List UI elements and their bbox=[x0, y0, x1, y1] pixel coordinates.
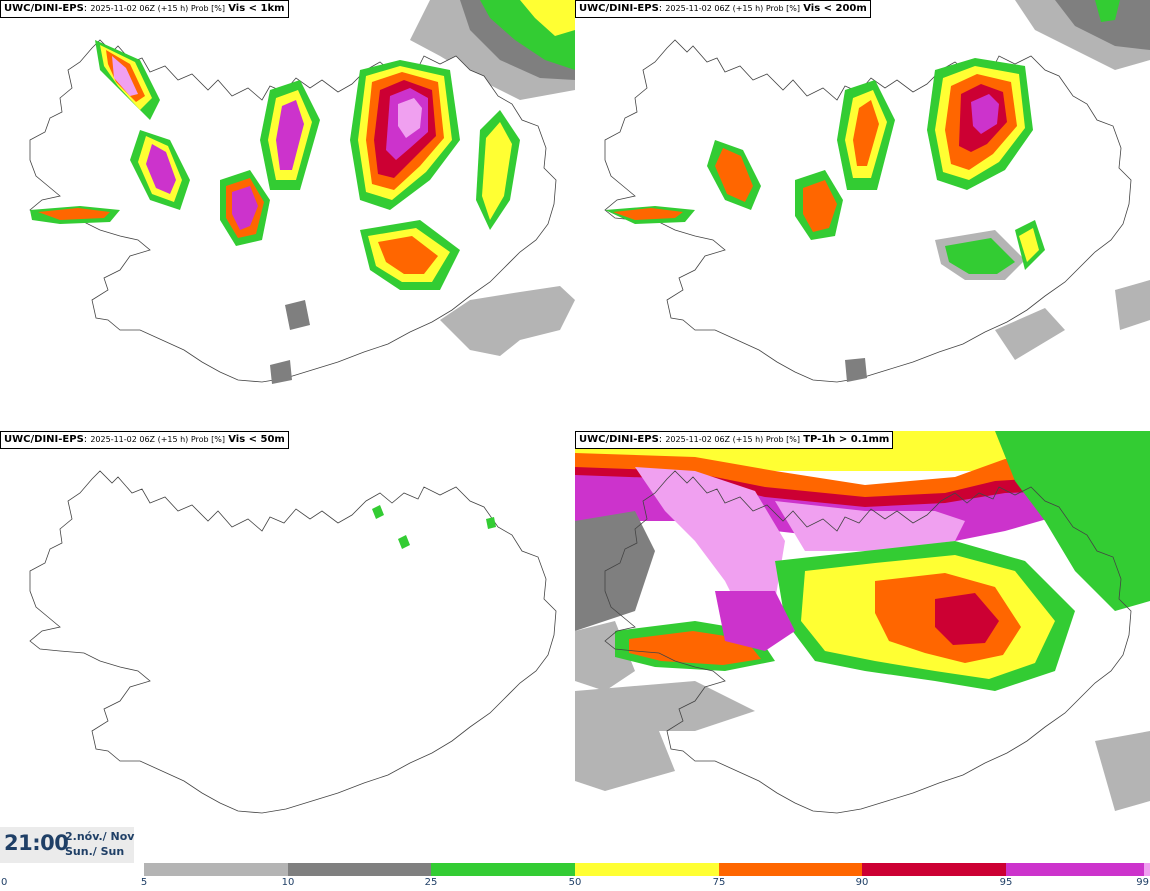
panel-title: UWC/DINI-EPS: 2025-11-02 06Z (+15 h) Pro… bbox=[575, 431, 894, 449]
legend-tick: 75 bbox=[712, 877, 726, 888]
run-info: 2025-11-02 06Z (+15 h) Prob [%] bbox=[665, 4, 801, 13]
map-panel-vis-200m: UWC/DINI-EPS: 2025-11-02 06Z (+15 h) Pro… bbox=[575, 0, 1150, 430]
legend-seg-75-90 bbox=[719, 863, 862, 876]
panel-title: UWC/DINI-EPS: 2025-11-02 06Z (+15 h) Pro… bbox=[0, 431, 289, 449]
legend-tick: 50 bbox=[568, 877, 582, 888]
legend-seg-5-10 bbox=[144, 863, 288, 876]
run-info: 2025-11-02 06Z (+15 h) Prob [%] bbox=[90, 435, 226, 444]
model-source: UWC/DINI-EPS bbox=[4, 3, 84, 14]
valid-date: 2.nóv./ Nov bbox=[65, 830, 135, 843]
threshold-label: TP-1h > 0.1mm bbox=[803, 434, 890, 445]
probability-map bbox=[575, 431, 1150, 814]
probability-map bbox=[29, 0, 575, 384]
legend-tick: 99 bbox=[1136, 877, 1149, 888]
legend-tick: 25 bbox=[424, 877, 438, 888]
threshold-label: Vis < 1km bbox=[228, 3, 285, 14]
legend-seg-99 bbox=[1144, 863, 1150, 876]
legend-seg-50-75 bbox=[575, 863, 719, 876]
panel-title: UWC/DINI-EPS: 2025-11-02 06Z (+15 h) Pro… bbox=[0, 0, 289, 18]
legend-tick: 0 bbox=[1, 877, 8, 888]
map-panel-vis-1km: UWC/DINI-EPS: 2025-11-02 06Z (+15 h) Pro… bbox=[0, 0, 575, 430]
map-panel-vis-50m: UWC/DINI-EPS: 2025-11-02 06Z (+15 h) Pro… bbox=[0, 431, 575, 861]
legend-seg-90-95 bbox=[862, 863, 1006, 876]
valid-time-clock: 21:00 bbox=[4, 831, 69, 855]
legend-tick: 95 bbox=[999, 877, 1013, 888]
run-info: 2025-11-02 06Z (+15 h) Prob [%] bbox=[665, 435, 801, 444]
legend-tick: 10 bbox=[281, 877, 295, 888]
probability-map bbox=[29, 470, 557, 814]
legend-seg-25-50 bbox=[431, 863, 575, 876]
threshold-label: Vis < 50m bbox=[228, 434, 285, 445]
run-info: 2025-11-02 06Z (+15 h) Prob [%] bbox=[90, 4, 226, 13]
legend-seg-10-25 bbox=[288, 863, 431, 876]
color-legend: 0 5 10 25 50 75 90 95 99 bbox=[0, 863, 1150, 891]
map-panel-tp-1h: UWC/DINI-EPS: 2025-11-02 06Z (+15 h) Pro… bbox=[575, 431, 1150, 861]
legend-tick: 5 bbox=[140, 877, 148, 888]
valid-day: Sun./ Sun bbox=[65, 845, 125, 858]
legend-tick: 90 bbox=[855, 877, 869, 888]
legend-seg-95-99 bbox=[1006, 863, 1150, 876]
model-source: UWC/DINI-EPS bbox=[4, 434, 84, 445]
panel-title: UWC/DINI-EPS: 2025-11-02 06Z (+15 h) Pro… bbox=[575, 0, 871, 18]
threshold-label: Vis < 200m bbox=[803, 3, 867, 14]
probability-map bbox=[604, 0, 1150, 383]
valid-time-box: 21:00 2.nóv./ Nov Sun./ Sun bbox=[0, 827, 134, 863]
model-source: UWC/DINI-EPS bbox=[579, 3, 659, 14]
model-source: UWC/DINI-EPS bbox=[579, 434, 659, 445]
